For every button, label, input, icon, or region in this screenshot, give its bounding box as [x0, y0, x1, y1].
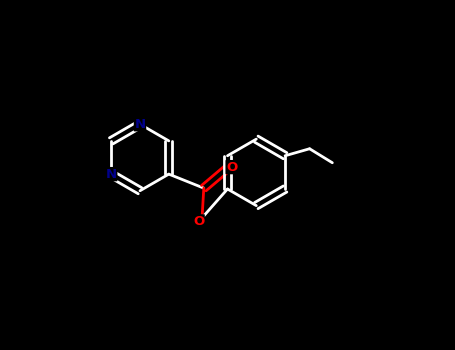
- Text: O: O: [193, 215, 204, 228]
- Text: O: O: [226, 161, 238, 174]
- Text: N: N: [106, 168, 117, 181]
- Text: N: N: [134, 118, 146, 131]
